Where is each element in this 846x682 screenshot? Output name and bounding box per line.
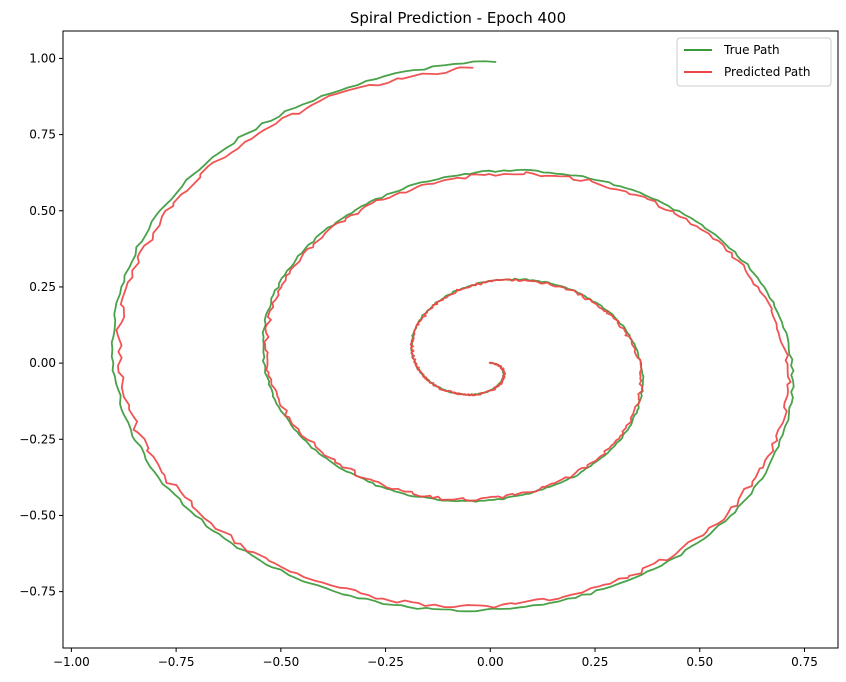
legend-label-predicted-path: Predicted Path xyxy=(724,65,811,79)
x-tick-label: −0.75 xyxy=(158,655,195,669)
y-axis: −0.75 −0.50 −0.25 0.00 0.25 0.50 0.75 1.00 xyxy=(19,51,63,599)
y-tick-label: 0.00 xyxy=(29,356,56,370)
series-line-predicted-path xyxy=(115,66,792,609)
legend: True Path Predicted Path xyxy=(676,37,832,87)
legend-label-true-path: True Path xyxy=(723,43,780,57)
y-tick-label: 1.00 xyxy=(29,51,56,65)
x-tick-label: −0.25 xyxy=(367,655,404,669)
chart-title: Spiral Prediction - Epoch 400 xyxy=(350,9,566,27)
x-axis: −1.00 −0.75 −0.50 −0.25 0.00 0.25 0.50 0.75 xyxy=(53,648,818,669)
legend-box xyxy=(676,37,832,87)
y-tick-label: 0.50 xyxy=(29,204,56,218)
y-tick-label: 0.25 xyxy=(29,280,56,294)
x-tick-label: 0.25 xyxy=(582,655,609,669)
x-tick-label: 0.50 xyxy=(686,655,713,669)
plot-area xyxy=(63,31,838,648)
x-tick-label: 0.75 xyxy=(791,655,818,669)
y-tick-label: −0.50 xyxy=(19,508,56,522)
y-tick-label: −0.25 xyxy=(19,432,56,446)
x-tick-label: 0.00 xyxy=(477,655,504,669)
y-tick-label: 0.75 xyxy=(29,128,56,142)
y-tick-label: −0.75 xyxy=(19,585,56,599)
plot-frame xyxy=(62,30,839,649)
series-layer xyxy=(110,60,795,613)
x-tick-label: −1.00 xyxy=(53,655,90,669)
x-tick-label: −0.50 xyxy=(262,655,299,669)
